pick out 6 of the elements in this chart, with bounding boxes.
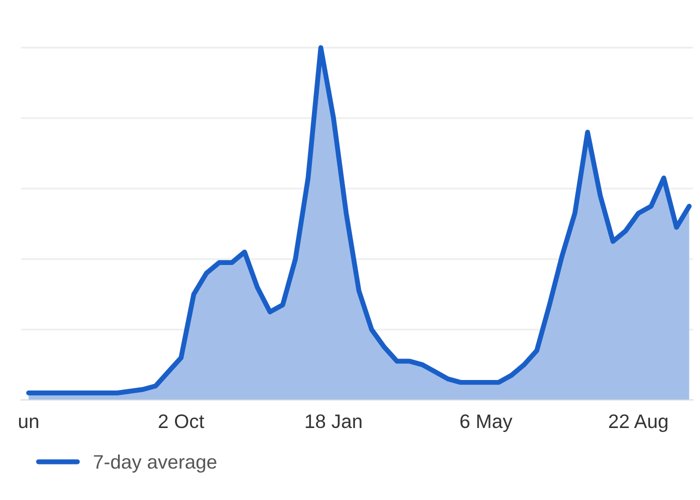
x-tick-label: 2 Oct [158, 414, 204, 428]
x-tick-label: 18 Jan [306, 414, 362, 428]
x-tick-label: 22 Aug [609, 414, 668, 432]
x-tick-label: un [19, 418, 38, 428]
legend-label: 7-day average [94, 454, 216, 473]
x-tick-label: 6 May [460, 414, 512, 432]
